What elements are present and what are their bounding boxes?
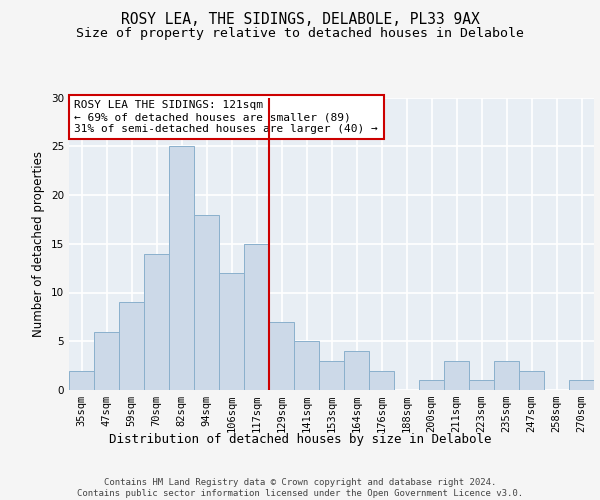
Bar <box>169 146 194 390</box>
Text: Contains HM Land Registry data © Crown copyright and database right 2024.
Contai: Contains HM Land Registry data © Crown c… <box>77 478 523 498</box>
Y-axis label: Number of detached properties: Number of detached properties <box>32 151 46 337</box>
Bar <box>344 351 369 390</box>
Bar <box>244 244 269 390</box>
Bar <box>419 380 444 390</box>
Text: ROSY LEA, THE SIDINGS, DELABOLE, PL33 9AX: ROSY LEA, THE SIDINGS, DELABOLE, PL33 9A… <box>121 12 479 28</box>
Bar <box>294 341 319 390</box>
Bar <box>119 302 144 390</box>
Bar <box>269 322 294 390</box>
Bar <box>444 361 469 390</box>
Bar <box>369 370 394 390</box>
Bar <box>569 380 594 390</box>
Bar <box>494 361 519 390</box>
Bar <box>144 254 169 390</box>
Bar <box>194 214 219 390</box>
Bar <box>469 380 494 390</box>
Bar <box>519 370 544 390</box>
Bar <box>219 273 244 390</box>
Bar <box>319 361 344 390</box>
Bar <box>94 332 119 390</box>
Text: ROSY LEA THE SIDINGS: 121sqm
← 69% of detached houses are smaller (89)
31% of se: ROSY LEA THE SIDINGS: 121sqm ← 69% of de… <box>74 100 378 134</box>
Text: Distribution of detached houses by size in Delabole: Distribution of detached houses by size … <box>109 432 491 446</box>
Bar <box>69 370 94 390</box>
Text: Size of property relative to detached houses in Delabole: Size of property relative to detached ho… <box>76 28 524 40</box>
